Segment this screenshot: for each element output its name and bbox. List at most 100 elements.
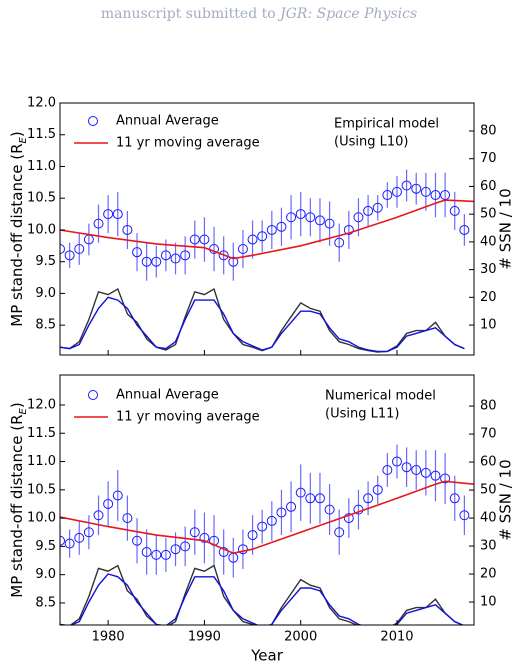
annual-average-marker	[247, 234, 258, 245]
annual-average-marker	[122, 513, 133, 524]
y2-axis-label: # SSN / 10	[497, 459, 515, 540]
annual-average-marker	[60, 535, 65, 546]
annual-average-marker	[64, 538, 75, 549]
y2-tick-label: 60	[480, 455, 497, 470]
header-journal: JGR: Space Physics	[277, 6, 417, 22]
annual-average-marker	[286, 212, 297, 223]
ssn-line	[60, 287, 465, 353]
y2-tick-label: 50	[480, 483, 497, 498]
annual-average-marker	[401, 462, 412, 473]
y2-tick-label: 10	[480, 318, 497, 333]
plot-area	[60, 169, 474, 353]
annual-average-marker	[74, 243, 85, 254]
annual-average-marker	[180, 541, 191, 552]
annual-average-marker	[74, 532, 85, 543]
annual-average-marker	[112, 209, 123, 220]
annotation: (Using L10)	[334, 135, 408, 150]
annual-average-marker	[334, 527, 345, 538]
annual-average-marker	[314, 215, 325, 226]
annual-average-marker	[420, 467, 431, 478]
annual-average-marker	[247, 530, 258, 541]
annotation: Numerical model	[325, 389, 436, 404]
y-tick-label: 10.5	[27, 482, 56, 497]
annual-average-marker	[189, 527, 200, 538]
header-text: manuscript submitted to	[101, 6, 276, 22]
y2-tick-label: 60	[480, 179, 497, 194]
x-tick-label: 1990	[188, 630, 221, 645]
annual-average-marker	[411, 465, 422, 476]
annual-average-marker	[228, 256, 239, 267]
annual-average-marker	[170, 253, 181, 264]
annual-average-marker	[160, 549, 171, 560]
y2-tick-label: 40	[480, 234, 497, 249]
header: manuscript submitted to JGR: Space Physi…	[101, 6, 417, 22]
y2-tick-label: 40	[480, 511, 497, 526]
y-tick-label: 10.5	[27, 191, 56, 206]
x-tick-label: 2010	[380, 630, 413, 645]
annual-average-marker	[160, 250, 171, 261]
legend-marker	[88, 390, 98, 400]
y-tick-label: 12.0	[27, 397, 56, 412]
annual-average-marker	[93, 510, 104, 521]
plot-frame	[59, 374, 475, 626]
annual-average-marker	[334, 237, 345, 248]
annual-average-marker	[343, 513, 354, 524]
annual-average-marker	[189, 234, 200, 245]
annual-average-marker	[382, 190, 393, 201]
annual-average-marker	[103, 498, 114, 509]
annual-average-marker	[141, 547, 152, 558]
annual-average-marker	[314, 493, 325, 504]
annual-average-marker	[103, 209, 114, 220]
annual-average-marker	[218, 547, 229, 558]
annual-average-marker	[324, 218, 335, 229]
annual-average-marker	[276, 507, 287, 518]
annual-average-marker	[343, 224, 354, 235]
annual-average-marker	[372, 484, 383, 495]
y-tick-label: 11.5	[27, 127, 56, 142]
annual-average-marker	[64, 250, 75, 261]
annual-average-marker	[391, 456, 402, 467]
legend-label: Annual Average	[116, 388, 219, 403]
annual-average-marker	[382, 465, 393, 476]
annual-average-marker	[449, 493, 460, 504]
annual-average-marker	[112, 490, 123, 501]
y-tick-label: 9.5	[35, 254, 56, 269]
y2-tick-label: 50	[480, 207, 497, 222]
x-tick-label: 1980	[92, 630, 125, 645]
y2-tick-label: 30	[480, 539, 497, 554]
annual-average-marker	[411, 183, 422, 194]
y2-tick-label: 20	[480, 290, 497, 305]
annual-average-marker	[449, 205, 460, 216]
y2-tick-label: 70	[480, 151, 497, 166]
annual-average-marker	[363, 493, 374, 504]
annual-average-marker	[430, 470, 441, 481]
y-tick-label: 8.5	[35, 595, 56, 610]
y-tick-label: 11.5	[27, 426, 56, 441]
y2-tick-label: 30	[480, 262, 497, 277]
ssn-line	[60, 564, 465, 625]
annual-average-marker	[266, 224, 277, 235]
y2-tick-label: 20	[480, 567, 497, 582]
annual-average-marker	[440, 473, 451, 484]
y2-tick-label: 70	[480, 427, 497, 442]
legend-marker	[88, 116, 98, 126]
y-tick-label: 9.0	[35, 286, 56, 301]
y-axis-label: MP stand-off distance (RE)	[8, 402, 29, 597]
panel: 8.5 9.0 9.5 10.0 10.5 11.0 11.5 12.0 10 20 30 40 50 6…	[8, 374, 515, 665]
y-label-subscript: E	[18, 407, 29, 414]
annual-average-marker	[199, 532, 210, 543]
y-tick-label: 12.0	[27, 96, 56, 111]
y-tick-label: 10.0	[27, 511, 56, 526]
moving-average-line	[60, 199, 474, 260]
annotation: (Using L11)	[325, 407, 399, 422]
annual-average-marker	[401, 180, 412, 191]
annual-average-marker	[170, 544, 181, 555]
annual-average-marker	[218, 250, 229, 261]
annual-average-marker	[420, 186, 431, 197]
y-tick-label: 9.0	[35, 567, 56, 582]
annual-average-marker	[60, 243, 65, 254]
annual-average-marker	[305, 212, 316, 223]
annual-average-marker	[295, 209, 306, 220]
panel: 8.5 9.0 9.5 10.0 10.5 11.0 11.5 12.0 10 20 30 40 50 6…	[8, 96, 515, 356]
